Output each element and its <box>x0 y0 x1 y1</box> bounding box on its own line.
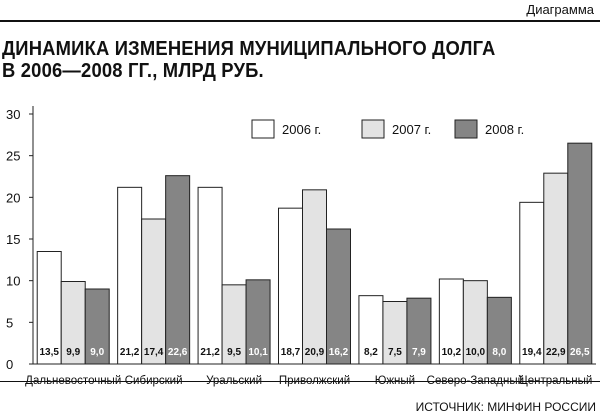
bar-1 <box>36 251 62 365</box>
bar-3 <box>84 288 110 365</box>
y-tick-label: 5 <box>6 315 13 330</box>
legend-swatch <box>251 119 275 139</box>
bar-2 <box>221 284 247 365</box>
bar-value-label: 22,9 <box>546 347 566 358</box>
legend-label: 2007 г. <box>392 122 431 137</box>
y-tick-label: 30 <box>6 107 20 122</box>
top-rule <box>0 20 600 22</box>
y-tick-label: 25 <box>6 149 20 164</box>
bar-value-label: 7,5 <box>388 347 402 358</box>
bar-value-label: 9,5 <box>227 347 241 358</box>
bar-value-label: 9,0 <box>90 347 104 358</box>
bar-value-label: 20,9 <box>305 347 325 358</box>
bar-2 <box>60 281 86 365</box>
bar-1 <box>438 278 464 365</box>
bar-2 <box>543 172 569 365</box>
legend-label: 2008 г. <box>485 122 524 137</box>
bar-1 <box>197 186 223 365</box>
bar-value-label: 8,2 <box>364 347 378 358</box>
bar-value-label: 9,9 <box>66 347 80 358</box>
bar-value-label: 17,4 <box>144 347 164 358</box>
y-tick-label: 0 <box>6 357 13 372</box>
legend-label: 2006 г. <box>282 122 321 137</box>
y-tick-label: 20 <box>6 190 20 205</box>
bar-value-label: 18,7 <box>281 347 301 358</box>
source-note: ИСТОЧНИК: МИНФИН РОССИИ <box>415 400 596 414</box>
bar-3 <box>326 228 351 365</box>
bar-value-label: 22,6 <box>168 347 188 358</box>
bar-3 <box>486 296 512 365</box>
bar-1 <box>519 201 545 365</box>
bar-1 <box>358 295 384 365</box>
bar-3 <box>165 175 191 365</box>
bar-value-label: 10,2 <box>442 347 462 358</box>
bar-value-label: 19,4 <box>522 347 542 358</box>
bar-value-label: 26,5 <box>570 347 590 358</box>
bar-value-label: 13,5 <box>39 347 59 358</box>
chart-title-line-2: В 2006—2008 ГГ., МЛРД РУБ. <box>2 60 264 82</box>
bottom-rule <box>0 381 600 382</box>
bar-1 <box>278 207 303 365</box>
bar-2 <box>302 189 327 365</box>
bar-3 <box>567 142 593 365</box>
bar-value-label: 16,2 <box>329 347 349 358</box>
legend-swatch <box>454 119 478 139</box>
bar-1 <box>117 186 143 365</box>
bar-value-label: 21,2 <box>200 347 220 358</box>
bar-2 <box>462 280 488 365</box>
y-tick-label: 10 <box>6 274 20 289</box>
bar-2 <box>141 218 167 365</box>
section-label: Диаграмма <box>526 2 594 17</box>
bar-value-label: 7,9 <box>412 347 426 358</box>
y-tick-label: 15 <box>6 232 20 247</box>
bar-value-label: 10,0 <box>466 347 486 358</box>
chart-title: ДИНАМИКА ИЗМЕНЕНИЯ МУНИЦИПАЛЬНОГО ДОЛГА … <box>2 38 496 82</box>
bar-value-label: 8,0 <box>492 347 506 358</box>
bar-3 <box>406 297 432 365</box>
legend-swatch <box>361 119 385 139</box>
chart-title-line-1: ДИНАМИКА ИЗМЕНЕНИЯ МУНИЦИПАЛЬНОГО ДОЛГА <box>2 38 496 60</box>
bar-value-label: 21,2 <box>120 347 140 358</box>
bar-value-label: 10,1 <box>248 347 268 358</box>
bar-3 <box>245 279 271 365</box>
